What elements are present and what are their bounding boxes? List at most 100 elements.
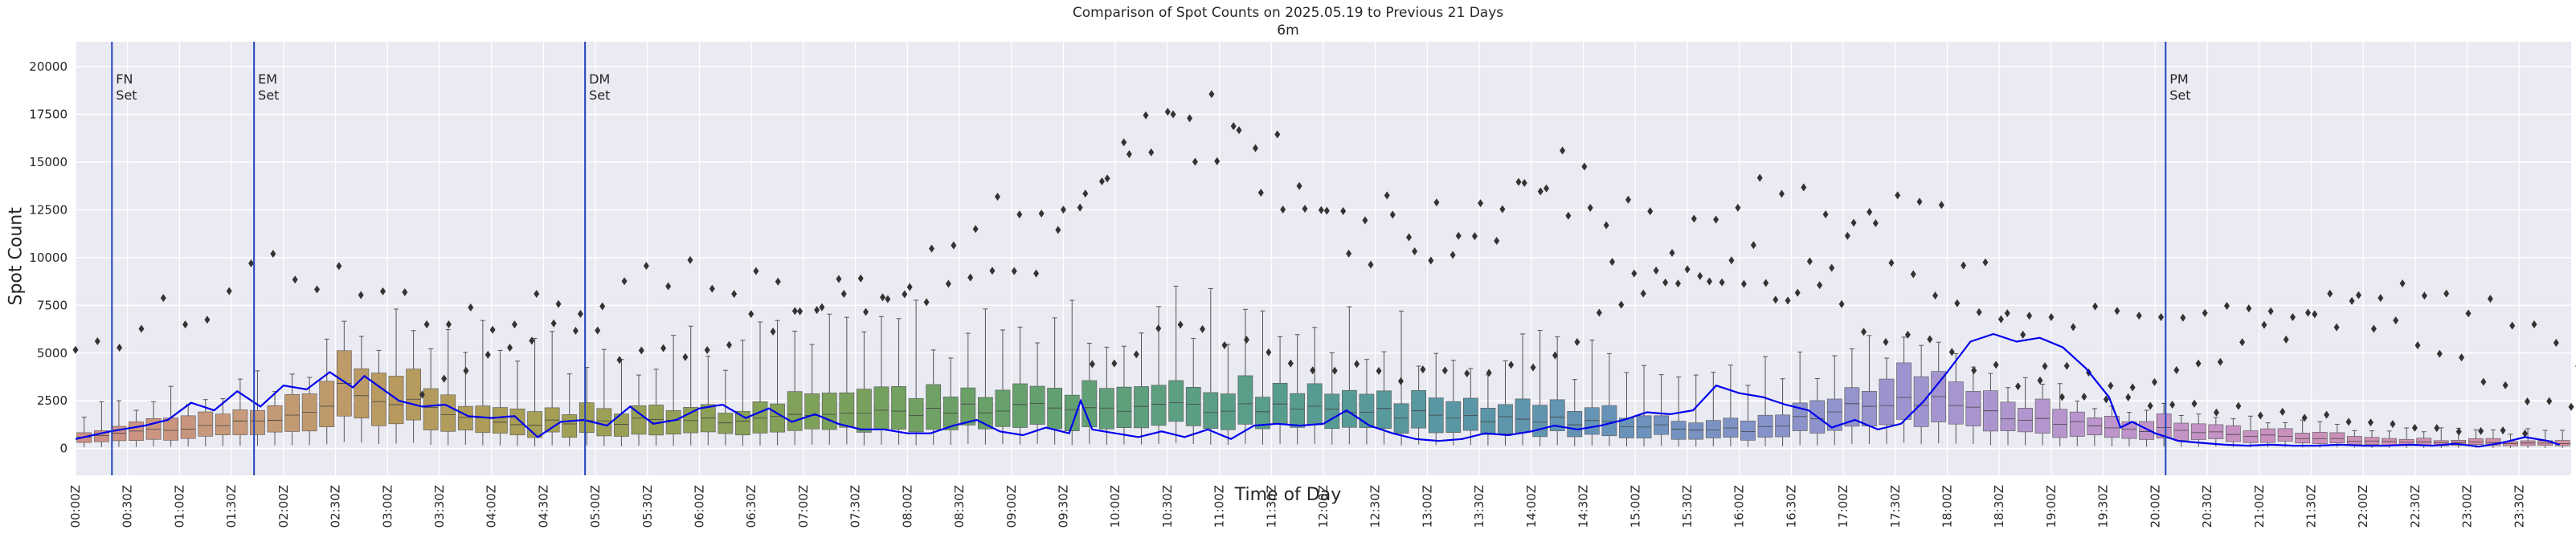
x-tick-label: 05:00Z [588, 485, 603, 528]
outlier-point [1368, 260, 1374, 269]
box [665, 409, 681, 435]
outlier-point [1844, 231, 1850, 240]
outlier-point [2015, 382, 2022, 391]
marker-label: DM [589, 71, 610, 87]
box [2347, 436, 2362, 445]
outlier-point [1618, 300, 1625, 309]
box [2173, 422, 2190, 441]
box [1393, 403, 1409, 434]
outlier-point [2257, 411, 2263, 420]
y-tick-label: 17500 [29, 107, 67, 121]
box [1515, 398, 1531, 433]
marker-label: FN [116, 71, 133, 87]
outlier-point [1478, 199, 1484, 208]
outlier-point [791, 307, 798, 316]
outlier-point [621, 277, 628, 286]
outlier-point [1310, 366, 1316, 375]
x-tick-label: 02:30Z [329, 485, 343, 528]
chart-subtitle: 6m [1277, 22, 1299, 39]
outlier-point [1728, 256, 1735, 265]
box [1965, 391, 1981, 426]
outlier-point [2399, 279, 2406, 287]
outlier-point [1574, 337, 1580, 346]
outlier-point [1697, 271, 1703, 280]
box [1948, 381, 1964, 425]
outlier-point [1121, 138, 1127, 147]
box [2277, 428, 2293, 442]
outlier-point [2531, 320, 2537, 328]
outlier-point [1420, 365, 1426, 374]
outlier-point [1609, 258, 1615, 267]
outlier-point [336, 262, 342, 271]
box [457, 405, 473, 430]
box [371, 373, 386, 426]
box [1549, 399, 1565, 431]
outlier-point [2151, 377, 2157, 386]
outlier-point [2267, 307, 2274, 316]
outlier-point [1537, 187, 1544, 196]
outlier-point [2411, 423, 2418, 432]
outlier-point [314, 285, 321, 294]
x-tick-label: 12:00Z [1316, 485, 1331, 528]
outlier-point [2414, 341, 2421, 350]
outlier-point [929, 244, 935, 253]
outlier-point [1389, 210, 1396, 219]
outlier-point [731, 290, 738, 299]
outlier-point [994, 193, 1000, 202]
outlier-point [1340, 206, 1347, 215]
x-tick-label: 22:30Z [2408, 485, 2423, 528]
outlier-point [1104, 174, 1110, 183]
outlier-point [2114, 307, 2120, 316]
outlier-point [2246, 304, 2252, 313]
x-tick-label: 15:30Z [1680, 485, 1695, 528]
outlier-point [1565, 211, 1572, 220]
x-tick-label: 07:00Z [796, 485, 811, 528]
x-tick-label: 21:30Z [2304, 485, 2318, 528]
outlier-point [1932, 291, 1939, 300]
box [1306, 383, 1323, 426]
outlier-point [748, 310, 754, 319]
outlier-point [1252, 144, 1258, 153]
outlier-point [1082, 189, 1089, 198]
box [493, 407, 508, 434]
outlier-point [1653, 266, 1659, 275]
box [406, 369, 421, 421]
box [891, 386, 906, 430]
outlier-point [1763, 279, 1769, 287]
outlier-point [507, 344, 513, 352]
marker-label: Set [2169, 88, 2190, 103]
outlier-point [1971, 366, 1977, 375]
outlier-point [1302, 204, 1308, 213]
outlier-point [2459, 353, 2465, 362]
x-tick-label: 21:00Z [2252, 485, 2267, 528]
outlier-point [1033, 269, 1040, 278]
outlier-point [2304, 308, 2311, 317]
outlier-point [1499, 205, 1506, 214]
outlier-point [595, 326, 601, 335]
y-tick-label: 10000 [29, 250, 67, 265]
outlier-point [1354, 360, 1360, 369]
outlier-point [638, 346, 644, 355]
outlier-point [1750, 241, 1756, 250]
outlier-point [1581, 162, 1588, 171]
outlier-point [2261, 320, 2267, 329]
box [648, 405, 664, 436]
outlier-point [1494, 236, 1500, 245]
x-tick-label: 07:30Z [848, 485, 863, 528]
x-tick-label: 17:30Z [1888, 485, 1903, 528]
outlier-point [1433, 198, 1440, 207]
outlier-point [1362, 216, 1368, 225]
outlier-point [1631, 269, 1638, 278]
outlier-point [489, 325, 496, 334]
outlier-point [1274, 130, 1281, 139]
outlier-point [423, 320, 430, 328]
outlier-point [1587, 203, 1593, 212]
box [1012, 383, 1028, 428]
x-tick-label: 20:00Z [2148, 485, 2162, 528]
box [596, 408, 612, 437]
marker-label: Set [258, 88, 279, 103]
outlier-point [2370, 324, 2377, 333]
box [1826, 398, 1842, 431]
x-tick-label: 14:00Z [1524, 485, 1539, 528]
box [319, 381, 335, 427]
